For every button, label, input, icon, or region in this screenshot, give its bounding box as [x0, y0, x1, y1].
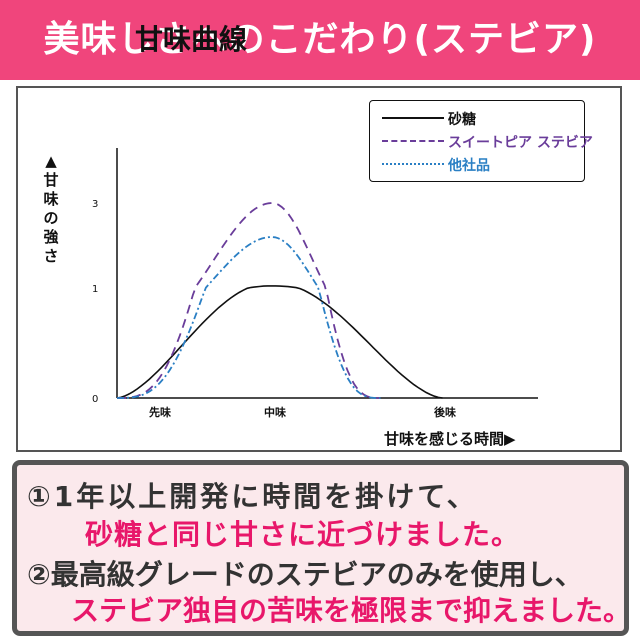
legend-label-stevia: スイートピア ステビア — [448, 135, 593, 151]
y-tick-label: 3 — [92, 199, 98, 210]
series-line-0 — [116, 285, 443, 399]
x-tick-label: 中味 — [264, 405, 286, 419]
legend: 砂糖 スイートピア ステビア 他社品 — [369, 100, 593, 182]
series-line-2 — [117, 236, 381, 399]
legend-swatch-other — [382, 163, 444, 165]
legend-label-sugar: 砂糖 — [448, 112, 476, 128]
feature-line-4: ステビア独自の苦味を極限まで抑えました。 — [71, 594, 632, 627]
series-line-1 — [117, 202, 381, 399]
x-tick-label: 後味 — [434, 405, 456, 419]
legend-item-sugar: 砂糖 — [370, 107, 584, 129]
x-tick-label: 先味 — [149, 405, 171, 419]
feature-line-3: ②最高級グレードのステビアのみを使用し、 — [27, 558, 583, 591]
y-tick-label: 0 — [92, 394, 98, 405]
y-axis-label: ▲甘味の強さ — [43, 152, 59, 265]
y-tick-label: 1 — [92, 284, 98, 295]
legend-item-other: 他社品 — [370, 153, 584, 175]
legend-swatch-stevia — [382, 140, 444, 142]
legend-item-stevia: スイートピア ステビア — [370, 130, 593, 152]
x-axis-label: 甘味を感じる時間▶ — [384, 430, 516, 448]
feature-box: ①1年以上開発に時間を掛けて、 砂糖と同じ甘さに近づけました。 ②最高級グレード… — [12, 460, 632, 636]
legend-label-other: 他社品 — [448, 158, 490, 174]
legend-swatch-sugar — [382, 117, 444, 119]
feature-line-1: ①1年以上開発に時間を掛けて、 — [27, 480, 478, 513]
chart-title: 甘味曲線 — [135, 23, 248, 56]
feature-line-2: 砂糖と同じ甘さに近づけました。 — [85, 518, 521, 551]
title-banner: 美味しさへのこだわり(ステビア) — [0, 0, 640, 80]
